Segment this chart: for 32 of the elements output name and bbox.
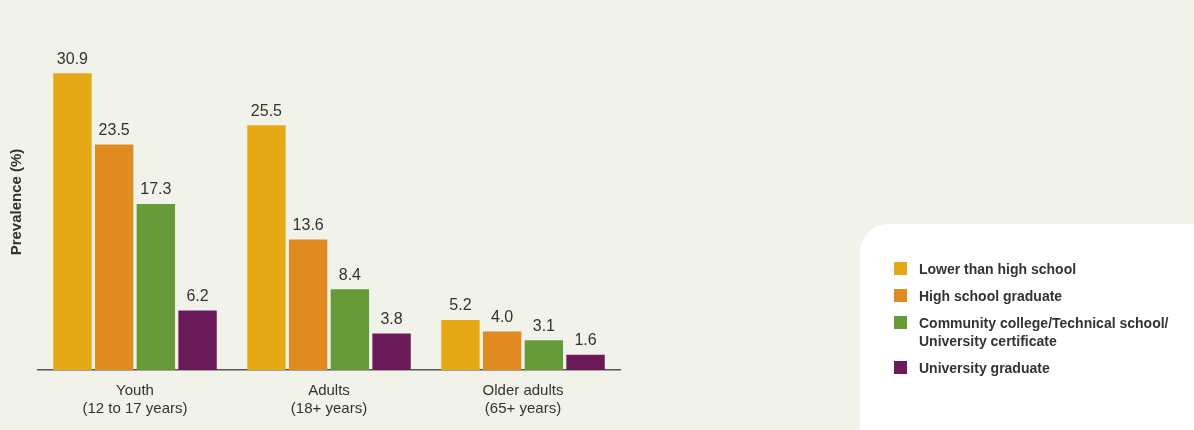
data-label: 3.8 (380, 309, 403, 327)
bar (524, 340, 564, 370)
legend-label: University graduate (919, 359, 1050, 377)
data-label: 17.3 (140, 180, 172, 198)
bar (53, 73, 92, 370)
bar (178, 310, 217, 370)
data-label: 4.0 (491, 308, 514, 326)
bar (482, 331, 522, 370)
data-label: 30.9 (56, 49, 89, 67)
data-label: 23.5 (98, 120, 130, 138)
bar (566, 354, 605, 370)
data-label: 5.2 (449, 296, 472, 314)
legend-label: Community college/Technical school/ University certificate (919, 314, 1169, 350)
x-tick-label: Older adults (65+ years) (482, 381, 564, 417)
data-label: 8.4 (338, 265, 362, 283)
legend-label: High school graduate (919, 287, 1063, 305)
data-label: 1.6 (574, 331, 597, 349)
bar (372, 333, 411, 370)
bar (330, 289, 370, 370)
data-label: 6.2 (186, 286, 209, 304)
y-axis-title: Prevalence (%) (7, 148, 25, 256)
legend-label: Lower than high school (919, 260, 1077, 278)
bar (288, 239, 328, 370)
bar (247, 125, 286, 370)
x-tick-label: Youth (12 to 17 years) (82, 381, 188, 417)
data-label: 25.5 (250, 101, 283, 119)
bar (136, 203, 176, 370)
bar (94, 144, 134, 370)
data-label: 3.1 (532, 316, 556, 334)
bar (441, 320, 480, 370)
x-tick-label: Adults (18+ years) (290, 381, 368, 417)
data-label: 13.6 (292, 215, 324, 233)
